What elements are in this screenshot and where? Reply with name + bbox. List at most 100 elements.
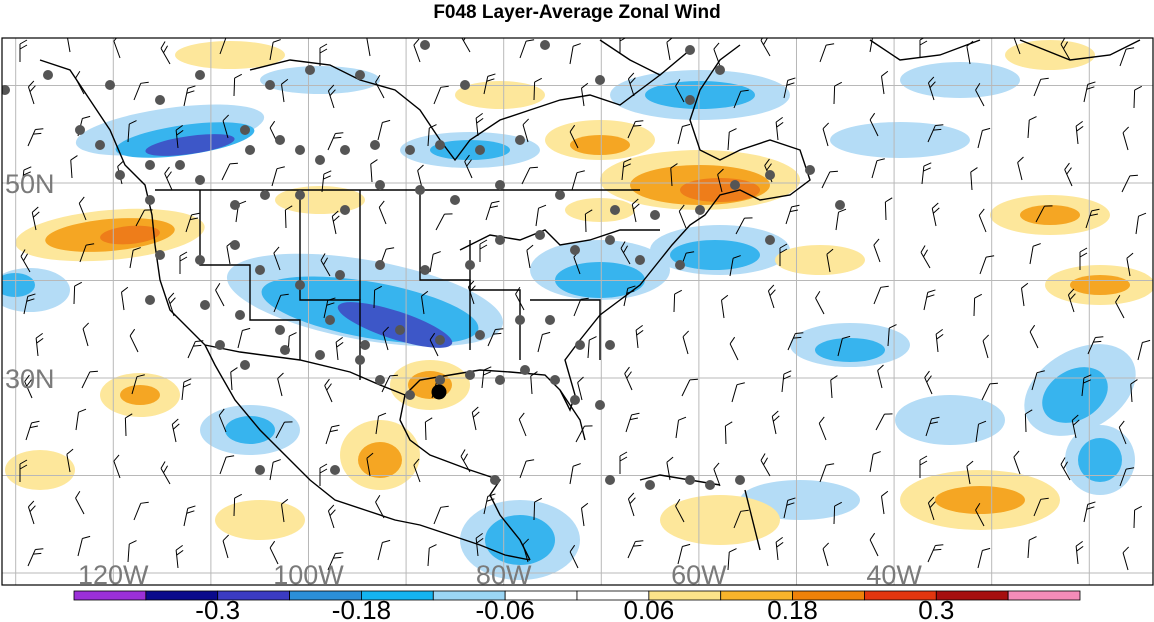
wind-barb [1081, 374, 1092, 397]
wind-barb [230, 367, 238, 391]
wind-barb [873, 285, 889, 305]
station-dot [105, 80, 115, 90]
wind-barb [822, 122, 830, 147]
wind-barb [1085, 208, 1100, 229]
wind-barb [584, 209, 593, 233]
wind-barb [127, 540, 137, 563]
wind-barb [925, 416, 940, 437]
wind-barb [1064, 162, 1073, 187]
wind-barb [977, 127, 991, 149]
wind-barb [27, 80, 36, 105]
station-dot [570, 245, 580, 255]
wind-barb [627, 120, 644, 139]
colorbar-tick-label: -0.06 [476, 595, 535, 622]
wind-barb [979, 255, 995, 275]
wind-barb [785, 204, 800, 225]
wind-barb [233, 73, 242, 97]
wind-barb [171, 418, 180, 443]
station-dot [230, 240, 240, 250]
wind-barb [27, 128, 44, 147]
station-dot [305, 65, 315, 75]
station-dot [685, 475, 695, 485]
wind-barb [427, 544, 437, 567]
field-contour [570, 135, 630, 155]
wind-barb [467, 280, 476, 305]
wind-barb [280, 78, 289, 103]
wind-barb [27, 548, 44, 567]
station-dot [835, 200, 845, 210]
wind-barb [783, 497, 796, 519]
wind-barb [569, 124, 579, 149]
station-dot [495, 235, 505, 245]
wind-barb [427, 124, 437, 147]
wind-barb [970, 167, 978, 191]
station-dot [260, 190, 270, 200]
wind-barb [783, 77, 796, 99]
wind-barb [485, 200, 500, 221]
wind-barb [475, 112, 484, 137]
field-contour [430, 140, 510, 160]
wind-barb [377, 119, 391, 141]
wind-barb [131, 374, 145, 395]
wind-barb [35, 332, 44, 357]
wind-barb [733, 89, 749, 109]
wind-barb [1027, 536, 1037, 559]
wind-barb [483, 493, 496, 515]
wind-barb [1135, 212, 1147, 235]
station-dot [685, 95, 695, 105]
wind-barb [273, 246, 281, 271]
wind-barb [623, 285, 636, 307]
wind-barb [21, 166, 32, 189]
wind-barb [277, 372, 284, 397]
wind-barb [577, 376, 584, 401]
wind-barb [927, 496, 936, 521]
map-frame [1, 37, 1154, 586]
wind-barb [729, 336, 739, 361]
wind-barb [19, 459, 28, 482]
station-dot [295, 190, 305, 200]
colorbar-tick-label: 0.3 [918, 595, 954, 622]
wind-barb [335, 336, 344, 361]
station-dot [245, 145, 255, 155]
wind-barb [66, 38, 71, 53]
station-dot [535, 230, 545, 240]
station-dot [735, 475, 745, 485]
wind-barb [767, 284, 776, 309]
wind-barb [887, 324, 897, 347]
wind-barb [627, 540, 644, 559]
field-contour [1042, 367, 1108, 423]
wind-barb [1087, 336, 1104, 355]
wind-barb [75, 491, 85, 515]
station-dot [115, 170, 125, 180]
wind-barb [837, 335, 851, 357]
wind-barb [185, 212, 200, 233]
wind-barb [1118, 420, 1127, 445]
wind-barb [975, 83, 985, 107]
wind-barb [487, 328, 504, 347]
wind-barb [677, 123, 691, 145]
field-contour [5, 450, 75, 490]
boundary-line [1019, 39, 1141, 61]
wind-barb [433, 85, 449, 105]
station-dot [215, 340, 225, 350]
wind-barb [479, 239, 488, 262]
station-dot [75, 125, 85, 135]
station-dot [240, 125, 250, 135]
wind-barb [869, 532, 879, 557]
wind-barb [129, 328, 139, 353]
wind-barb [366, 38, 374, 57]
station-dot [145, 195, 155, 205]
wind-barb [1130, 379, 1138, 403]
wind-barb [677, 543, 691, 565]
field-contour [680, 178, 760, 202]
wind-barb [1133, 85, 1142, 109]
boundary-line [744, 489, 761, 551]
field-contour [900, 62, 1020, 98]
wind-barb [237, 327, 251, 349]
wind-barb [135, 209, 153, 227]
wind-barb [27, 500, 36, 525]
wind-barb [377, 539, 391, 561]
colorbar-swatch [73, 590, 147, 601]
field-contour [120, 385, 160, 405]
wind-barb [483, 73, 496, 95]
